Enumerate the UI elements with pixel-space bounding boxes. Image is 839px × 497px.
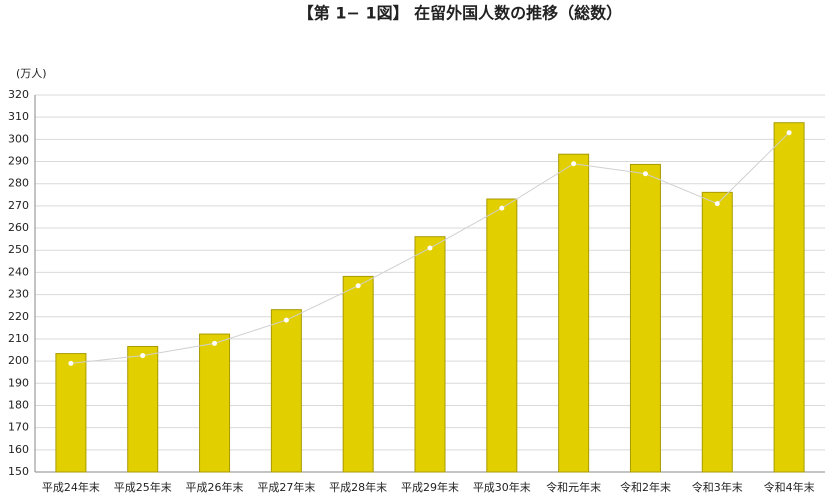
y-tick-label: 170 — [8, 421, 29, 434]
x-tick-label: 平成25年末 — [114, 480, 172, 494]
y-tick-label: 190 — [8, 376, 29, 389]
line-point — [68, 360, 74, 366]
x-tick-label: 令和元年末 — [546, 480, 601, 494]
line-point — [714, 201, 720, 207]
y-tick-label: 200 — [8, 354, 29, 367]
x-tick-label: 平成27年末 — [257, 480, 315, 494]
x-tick-label: 平成26年末 — [186, 480, 244, 494]
bar — [414, 236, 446, 473]
bar — [629, 163, 661, 473]
line-point — [355, 283, 361, 289]
y-axis-label: (万人) — [16, 67, 47, 80]
bar — [199, 333, 231, 473]
y-tick-label: 290 — [8, 155, 29, 168]
bar — [486, 198, 518, 473]
y-tick-label: 270 — [8, 199, 29, 212]
bar — [342, 275, 374, 473]
line-point — [427, 245, 433, 251]
y-tick-label: 240 — [8, 265, 29, 278]
y-tick-label: 160 — [8, 443, 29, 456]
x-tick-label: 平成28年末 — [329, 480, 387, 494]
x-tick-label: 令和2年末 — [620, 480, 671, 494]
line-point — [571, 161, 577, 167]
line-point — [499, 205, 505, 211]
y-tick-label: 220 — [8, 310, 29, 323]
bar — [55, 353, 87, 473]
chart-title: 【第 1− 1図】 在留外国人数の推移（総数） — [298, 4, 622, 23]
y-tick-label: 210 — [8, 332, 29, 345]
x-tick-label: 令和4年末 — [764, 480, 815, 494]
bar — [127, 345, 159, 473]
x-tick-label: 平成29年末 — [401, 480, 459, 494]
line-point — [212, 340, 218, 346]
bar — [558, 153, 590, 473]
line-point — [786, 130, 792, 136]
bar — [701, 191, 733, 473]
y-tick-label: 180 — [8, 398, 29, 411]
y-tick-label: 310 — [8, 110, 29, 123]
y-tick-label: 320 — [8, 88, 29, 101]
bar — [773, 122, 805, 473]
bar — [270, 309, 302, 473]
y-tick-label: 300 — [8, 132, 29, 145]
y-tick-label: 150 — [8, 465, 29, 478]
y-tick-label: 280 — [8, 177, 29, 190]
y-tick-label: 260 — [8, 221, 29, 234]
y-tick-label: 250 — [8, 243, 29, 256]
line-point — [283, 317, 289, 323]
y-tick-label: 230 — [8, 288, 29, 301]
line-point — [140, 353, 146, 359]
x-tick-label: 平成30年末 — [473, 480, 531, 494]
x-tick-label: 令和3年末 — [692, 480, 743, 494]
line-point — [642, 171, 648, 177]
x-tick-label: 平成24年末 — [42, 480, 100, 494]
